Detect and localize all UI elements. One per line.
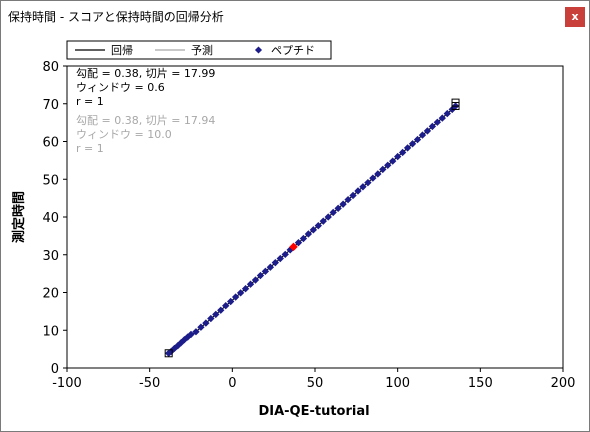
peptide-point[interactable] — [217, 306, 225, 314]
x-tick-label: 150 — [468, 376, 493, 391]
y-tick-label: 50 — [42, 173, 59, 188]
highlighted-point[interactable] — [289, 242, 298, 252]
peptide-point[interactable] — [276, 254, 284, 263]
peptide-point[interactable] — [241, 285, 250, 293]
peptide-point[interactable] — [408, 140, 417, 148]
y-tick-label: 40 — [42, 211, 59, 226]
legend: 回帰 予測 ペプチド — [66, 40, 332, 60]
legend-regression-label: 回帰 — [111, 44, 133, 57]
y-tick-label: 20 — [42, 287, 59, 302]
y-tick-label: 70 — [42, 98, 59, 113]
peptide-point[interactable] — [443, 109, 451, 118]
current-window: ウィンドウ = 0.6 — [76, 81, 165, 94]
plot-frame — [66, 65, 564, 369]
peptide-point[interactable] — [418, 131, 427, 139]
peptide-point[interactable] — [222, 302, 230, 310]
plot-area — [66, 65, 564, 369]
peptide-point[interactable] — [202, 319, 210, 327]
y-tick-label: 0 — [51, 362, 59, 377]
x-tick-label: 50 — [307, 376, 324, 391]
peptide-point[interactable] — [187, 330, 195, 339]
peptide-point[interactable] — [227, 297, 235, 306]
boxed-point[interactable] — [164, 349, 173, 358]
y-tick-label: 30 — [42, 249, 59, 264]
peptide-point[interactable] — [299, 234, 308, 243]
peptide-point[interactable] — [309, 226, 318, 234]
y-axis-label: 測定時間 — [11, 191, 27, 243]
close-button[interactable]: x — [565, 7, 585, 27]
legend-peptide-marker — [254, 46, 263, 54]
current-slope-intercept: 勾配 = 0.38, 切片 = 17.99 — [76, 67, 215, 80]
peptide-point[interactable] — [334, 204, 342, 212]
peptide-point[interactable] — [261, 267, 270, 276]
peptide-point[interactable] — [304, 230, 313, 238]
peptide-point[interactable] — [197, 323, 205, 331]
title-bar[interactable]: 保持時間 - スコアと保持時間の回帰分析 x — [1, 1, 589, 31]
legend-prediction-label: 予測 — [191, 43, 213, 57]
previous-r: r = 1 — [76, 142, 104, 155]
y-tick-label: 10 — [42, 324, 59, 339]
axis-ticks: -100 -50 0 50 100 150 200 0 10 20 30 40 50 60 70 80 — [42, 60, 575, 391]
peptide-point[interactable] — [428, 122, 437, 131]
peptide-point[interactable] — [364, 178, 372, 187]
peptide-point[interactable] — [256, 271, 265, 280]
peptide-point[interactable] — [266, 263, 275, 271]
x-axis-label: DIA-QE-tutorial — [258, 404, 369, 419]
x-tick-label: 100 — [385, 376, 410, 391]
y-tick-label: 80 — [42, 60, 59, 75]
current-r: r = 1 — [76, 95, 104, 108]
window-title: 保持時間 - スコアと保持時間の回帰分析 — [8, 10, 224, 24]
peptide-point[interactable] — [384, 161, 392, 169]
peptide-point[interactable] — [246, 280, 255, 288]
x-tick-label: -100 — [52, 376, 82, 391]
y-tick-label: 60 — [42, 136, 59, 151]
peptide-point[interactable] — [231, 293, 240, 301]
peptide-point[interactable] — [389, 157, 397, 165]
peptide-point[interactable] — [207, 314, 215, 323]
x-tick-label: -50 — [139, 376, 160, 391]
peptide-point[interactable] — [271, 259, 279, 267]
peptide-point[interactable] — [438, 114, 446, 122]
annotations: 勾配 = 0.38, 切片 = 17.99 ウィンドウ = 0.6 r = 1 … — [76, 67, 215, 155]
peptide-point[interactable] — [236, 289, 245, 297]
previous-slope-intercept: 勾配 = 0.38, 切片 = 17.94 — [76, 114, 215, 127]
previous-window: ウィンドウ = 10.0 — [76, 128, 172, 141]
peptide-point[interactable] — [192, 328, 200, 336]
peptide-point[interactable] — [329, 208, 337, 217]
boxed-point[interactable] — [451, 98, 460, 107]
x-tick-label: 0 — [228, 376, 236, 391]
peptide-point[interactable] — [433, 118, 442, 126]
legend-peptide-label: ペプチド — [271, 44, 315, 57]
peptide-point[interactable] — [251, 276, 260, 284]
x-tick-label: 200 — [551, 376, 576, 391]
peptide-point[interactable] — [354, 187, 362, 195]
